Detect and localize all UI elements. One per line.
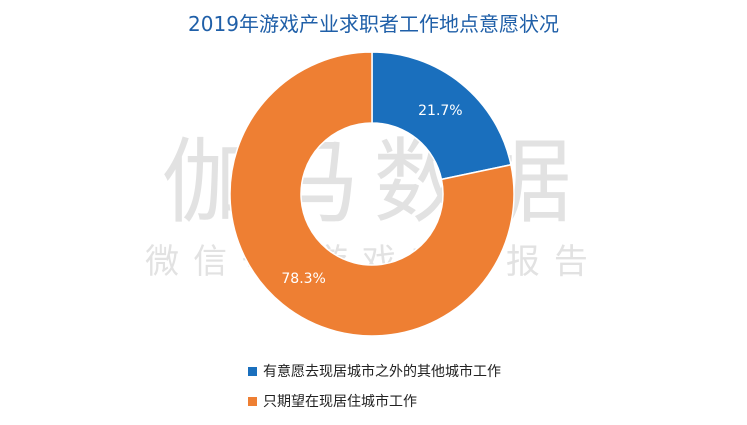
legend-swatch-blue [248, 366, 257, 376]
data-label-current-city: 78.3% [281, 271, 325, 287]
legend-swatch-orange [248, 396, 257, 406]
data-label-other-city: 21.7% [418, 103, 462, 119]
legend-item-current-city: 只期望在现居住城市工作 [248, 390, 501, 412]
legend-item-other-city: 有意愿去现居城市之外的其他城市工作 [248, 360, 501, 382]
chart-title: 2019年游戏产业求职者工作地点意愿状况 [188, 12, 559, 36]
donut-slice-current-city [229, 51, 515, 337]
chart-legend: 有意愿去现居城市之外的其他城市工作 只期望在现居住城市工作 [248, 360, 501, 420]
donut-slice-other-city [371, 51, 512, 181]
legend-label: 有意愿去现居城市之外的其他城市工作 [263, 364, 501, 380]
legend-label: 只期望在现居住城市工作 [263, 394, 417, 410]
